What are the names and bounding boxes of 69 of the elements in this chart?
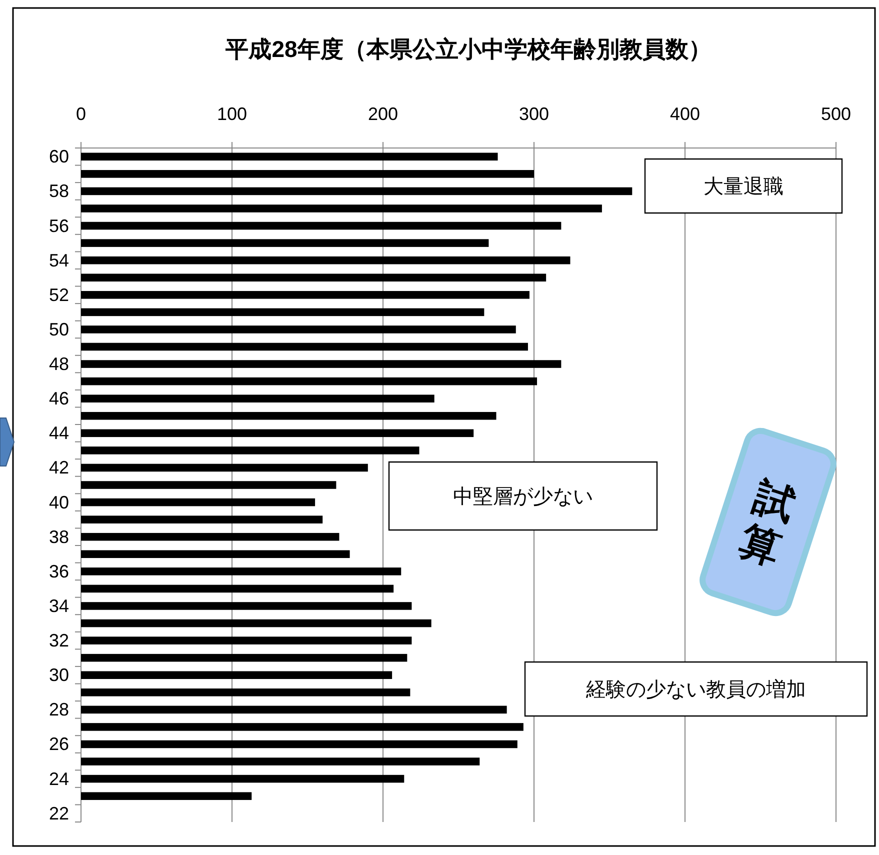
bar	[81, 412, 496, 420]
chart-title: 平成28年度（本県公立小中学校年齢別教員数）	[224, 36, 712, 62]
annotation: 経験の少ない教員の増加	[585, 678, 806, 701]
y-tick-label: 34	[48, 596, 69, 616]
bar	[81, 602, 412, 610]
bar	[81, 377, 538, 386]
y-tick-label: 52	[48, 284, 69, 305]
annotation: 試算	[734, 474, 800, 573]
bar	[81, 187, 632, 196]
bar	[81, 360, 562, 368]
bar	[81, 498, 316, 506]
bar	[81, 464, 368, 472]
bar	[81, 671, 392, 679]
bar	[81, 308, 484, 316]
bar	[81, 636, 412, 644]
y-tick-label: 50	[48, 319, 69, 340]
bar	[81, 170, 534, 178]
y-tick-label: 58	[48, 181, 69, 202]
bar	[81, 204, 602, 212]
bar	[81, 774, 404, 783]
bar	[81, 568, 402, 576]
bar	[81, 429, 474, 438]
y-tick-label: 22	[48, 803, 69, 824]
bar	[81, 792, 252, 800]
x-tick-label: 300	[518, 104, 550, 124]
x-tick-label: 100	[216, 104, 248, 124]
bar	[81, 394, 434, 402]
y-tick-label: 26	[48, 734, 69, 754]
bar	[81, 152, 498, 161]
bar	[81, 532, 340, 541]
x-tick-label: 500	[820, 104, 852, 124]
y-tick-label: 24	[48, 768, 69, 789]
bar	[81, 550, 350, 558]
bar	[81, 688, 410, 696]
y-tick-label: 32	[48, 630, 69, 651]
y-tick-label: 48	[48, 354, 69, 374]
annotation: 中堅層が少ない	[453, 486, 593, 508]
y-tick-label: 40	[48, 492, 69, 512]
bar	[81, 619, 432, 628]
bar	[81, 274, 546, 282]
bar	[81, 758, 480, 766]
bar	[81, 291, 530, 299]
bar	[81, 706, 507, 714]
bar	[81, 256, 570, 264]
bar	[81, 654, 408, 662]
bar	[81, 446, 420, 454]
y-tick-label: 46	[48, 388, 69, 409]
y-tick-label: 36	[48, 561, 69, 582]
bar	[81, 326, 516, 334]
y-tick-label: 44	[48, 423, 69, 444]
y-tick-label: 60	[48, 146, 69, 167]
y-tick-label: 38	[48, 526, 69, 547]
bar	[81, 584, 394, 593]
y-tick-label: 56	[48, 216, 69, 236]
annotation: 大量退職	[704, 176, 784, 198]
x-tick-label: 200	[368, 104, 398, 124]
bar	[81, 740, 518, 748]
y-tick-label: 30	[48, 665, 69, 686]
bar	[81, 342, 528, 351]
y-tick-label: 28	[48, 700, 69, 720]
bar	[81, 516, 323, 524]
x-tick-label: 0	[76, 104, 86, 124]
bar	[81, 481, 336, 489]
x-tick-label: 400	[670, 104, 700, 124]
bar	[81, 239, 489, 247]
bar	[81, 222, 562, 230]
y-tick-label: 54	[48, 250, 69, 270]
bar	[81, 723, 524, 731]
y-tick-label: 42	[48, 458, 69, 478]
